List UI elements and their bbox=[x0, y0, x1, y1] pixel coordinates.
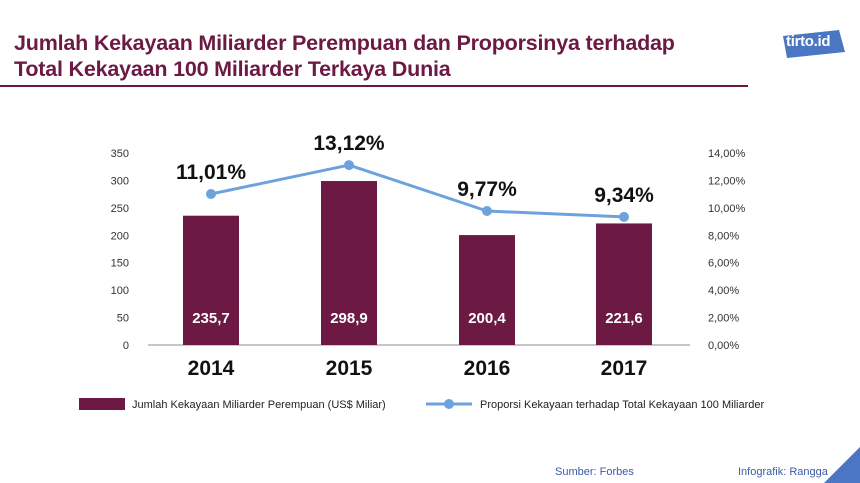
y-left-tick-label: 350 bbox=[111, 148, 129, 160]
legend-line-label: Proporsi Kekayaan terhadap Total Kekayaa… bbox=[480, 399, 764, 411]
y-left-tick-label: 150 bbox=[111, 258, 129, 270]
proportion-line bbox=[210, 163, 625, 219]
x-tick-label: 2015 bbox=[326, 357, 373, 380]
y-right-tick-label: 0,00% bbox=[708, 340, 739, 352]
corner-decoration bbox=[824, 447, 860, 483]
bar-2014 bbox=[183, 215, 239, 345]
bar-value-label: 298,9 bbox=[330, 310, 368, 327]
y-left-tick-label: 0 bbox=[123, 340, 129, 352]
bar-value-label: 221,6 bbox=[605, 310, 643, 327]
bar-value-label: 200,4 bbox=[468, 310, 506, 327]
y-left-tick-label: 100 bbox=[111, 285, 129, 297]
proportion-label: 11,01% bbox=[176, 161, 246, 184]
bar-value-label: 235,7 bbox=[192, 310, 230, 327]
credit-note: Infografik: Rangga bbox=[738, 466, 828, 478]
y-right-tick-label: 12,00% bbox=[708, 175, 746, 187]
proportion-label: 9,77% bbox=[457, 178, 517, 201]
chart-title-line-1: Jumlah Kekayaan Miliarder Perempuan dan … bbox=[14, 31, 675, 55]
y-right-tick-label: 14,00% bbox=[708, 148, 746, 160]
source-note: Sumber: Forbes bbox=[555, 466, 634, 478]
y-left-tick-label: 200 bbox=[111, 230, 129, 242]
x-tick-label: 2017 bbox=[601, 357, 648, 380]
proportion-label: 13,12% bbox=[313, 132, 385, 155]
proportion-label: 9,34% bbox=[594, 184, 654, 207]
logo-text: tirto.id bbox=[786, 33, 831, 50]
y-left-tick-label: 250 bbox=[111, 203, 129, 215]
bar-2015 bbox=[321, 181, 377, 345]
bar-2017 bbox=[596, 223, 652, 345]
x-tick-label: 2014 bbox=[188, 357, 235, 380]
proportion-point-2016 bbox=[482, 206, 492, 217]
legend-bar-swatch bbox=[79, 398, 125, 410]
tirto-logo-icon bbox=[783, 30, 845, 58]
y-right-tick-label: 4,00% bbox=[708, 285, 739, 297]
y-right-tick-label: 8,00% bbox=[708, 230, 739, 242]
legend-line-marker bbox=[444, 399, 454, 409]
y-left-tick-label: 50 bbox=[117, 313, 129, 325]
legend-bar-label: Jumlah Kekayaan Miliarder Perempuan (US$… bbox=[132, 399, 386, 411]
proportion-point-2015 bbox=[344, 160, 354, 171]
proportion-point-2017 bbox=[619, 211, 629, 222]
y-left-tick-label: 300 bbox=[111, 175, 129, 187]
proportion-point-2014 bbox=[206, 189, 216, 200]
y-right-tick-label: 10,00% bbox=[708, 203, 746, 215]
y-right-tick-label: 6,00% bbox=[708, 258, 739, 270]
chart-title-line-2: Total Kekayaan 100 Miliarder Terkaya Dun… bbox=[14, 57, 451, 81]
x-tick-label: 2016 bbox=[464, 357, 511, 380]
bar-2016 bbox=[459, 235, 515, 345]
y-right-tick-label: 2,00% bbox=[708, 313, 739, 325]
title-divider bbox=[0, 85, 748, 87]
